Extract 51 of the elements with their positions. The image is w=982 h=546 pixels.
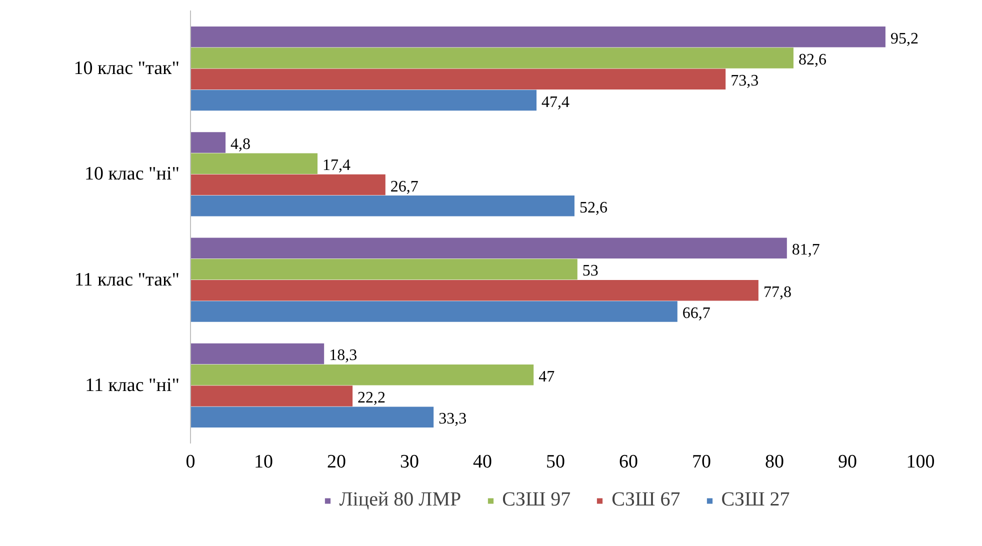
bar [190,48,794,68]
bar [190,132,226,153]
bar [190,386,353,406]
data-label: 82,6 [798,52,826,69]
legend-label: Ліцей 80 ЛМР [339,488,462,512]
data-label: 53 [582,262,598,280]
bar [190,68,726,90]
x-tick-label: 0 [186,452,196,472]
bar [190,196,574,216]
data-label: 47,4 [542,94,570,111]
legend-label: СЗШ 67 [612,488,680,512]
y-tick-label: 10 клас "ні" [84,164,180,185]
data-label: 26,7 [390,178,418,196]
data-label: 4,8 [230,136,251,154]
bar [190,90,537,111]
bar [190,301,678,322]
x-tick-label: 20 [327,452,346,472]
data-label: 77,8 [763,284,792,301]
data-label: 52,6 [579,199,608,216]
bar [190,153,318,174]
bar [190,364,534,386]
x-tick-label: 10 [254,452,273,472]
bar [190,238,787,258]
data-label: 66,7 [682,304,710,322]
y-tick-label: 11 клас "ні" [85,374,180,396]
x-tick-label: 40 [473,452,492,472]
bar [190,406,434,428]
x-tick-label: 50 [546,452,565,472]
bar [190,174,386,196]
y-tick-label: 10 клас "так" [74,58,180,80]
data-label: 81,7 [792,242,820,259]
bar [190,258,578,280]
data-label: 17,4 [322,157,351,174]
x-tick-label: 30 [400,452,419,472]
x-tick-label: 60 [619,452,638,472]
legend-label: СЗШ 97 [502,488,571,512]
bar [190,343,324,364]
x-tick-label: 90 [838,452,857,472]
data-label: 18,3 [329,347,358,364]
bar [190,280,758,301]
x-tick-label: 100 [906,452,935,472]
legend-label: СЗШ 27 [721,488,790,512]
x-tick-label: 80 [765,452,784,472]
data-label: 73,3 [730,72,759,90]
bar [190,26,886,48]
x-tick-label: 70 [692,452,711,472]
y-tick-label: 11 клас "так" [74,269,180,290]
data-label: 47 [538,368,555,386]
data-label: 22,2 [358,389,386,406]
data-label: 33,3 [438,410,467,428]
data-label: 95,2 [890,30,918,48]
